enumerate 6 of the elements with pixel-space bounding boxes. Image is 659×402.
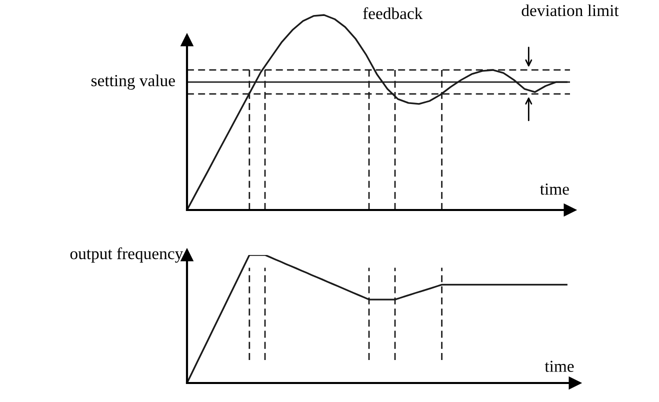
- ref-line-label: setting value: [91, 74, 175, 90]
- x-axis-title: time: [544, 360, 574, 372]
- x-axis-title: time: [540, 184, 569, 195]
- annotation: deviation limit: [522, 4, 619, 16]
- y-axis-title: output frequency: [70, 247, 184, 263]
- series-label: feedback: [363, 7, 423, 20]
